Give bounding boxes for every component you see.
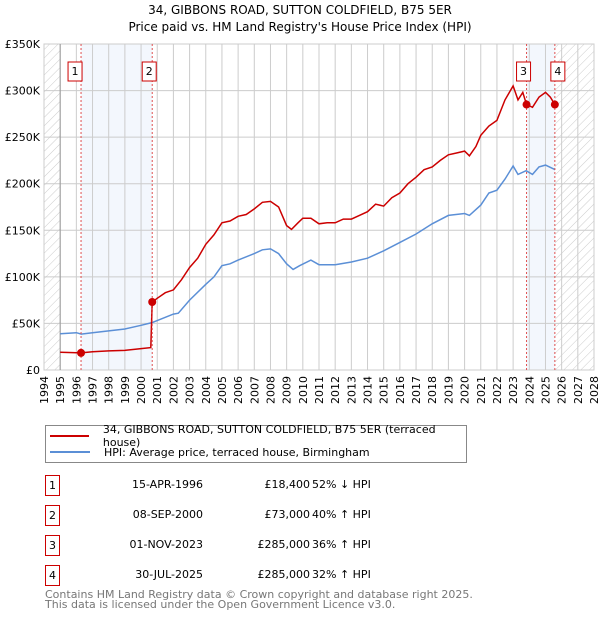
hatch-before-data	[44, 44, 61, 370]
x-tick-label: 2001	[151, 376, 164, 404]
sale-label: 1	[72, 65, 79, 78]
sale-point	[522, 100, 531, 109]
legend-item-property: 34, GIBBONS ROAD, SUTTON COLDFIELD, B75 …	[46, 423, 466, 449]
transaction-hpi-diff: 32% ↑ HPI	[312, 568, 371, 581]
transaction-price: £285,000	[257, 568, 311, 581]
x-tick-label: 1994	[38, 376, 51, 404]
x-tick-label: 1997	[87, 376, 100, 404]
transaction-row: 3 01-NOV-2023 £285,000 36% ↑ HPI	[45, 535, 445, 556]
transaction-row: 4 30-JUL-2025 £285,000 32% ↑ HPI	[45, 565, 445, 586]
transaction-price: £285,000	[257, 538, 311, 551]
x-tick-label: 2012	[329, 376, 342, 404]
y-tick-label: £0	[26, 364, 40, 377]
footer-copyright: Contains HM Land Registry data © Crown c…	[45, 588, 473, 601]
chart-subtitle: Price paid vs. HM Land Registry's House …	[128, 20, 471, 34]
y-tick-label: £50K	[12, 317, 41, 330]
footer-licence: This data is licensed under the Open Gov…	[45, 598, 396, 611]
x-tick-label: 2017	[410, 376, 423, 404]
y-tick-label: £250K	[5, 131, 41, 144]
x-tick-label: 2019	[442, 376, 455, 404]
sale-label-box	[141, 61, 157, 82]
transaction-number: 1	[45, 475, 60, 496]
y-tick-label: £350K	[5, 38, 41, 51]
transaction-price: £73,000	[264, 508, 311, 521]
chart-title: 34, GIBBONS ROAD, SUTTON COLDFIELD, B75 …	[148, 3, 452, 17]
x-tick-label: 2002	[167, 376, 180, 404]
transaction-number: 2	[45, 505, 60, 526]
transaction-date: 01-NOV-2023	[129, 538, 203, 551]
transaction-row: 1 15-APR-1996 £18,400 52% ↓ HPI	[45, 475, 445, 496]
x-tick-label: 2013	[345, 376, 358, 404]
transaction-date: 08-SEP-2000	[132, 508, 203, 521]
x-tick-label: 2003	[184, 376, 197, 404]
x-tick-label: 2006	[232, 376, 245, 404]
sale-label: 3	[520, 65, 527, 78]
x-tick-label: 1999	[119, 376, 132, 404]
transaction-number: 4	[45, 565, 60, 586]
y-tick-label: £150K	[5, 224, 41, 237]
x-tick-label: 2020	[459, 376, 472, 404]
x-tick-label: 2024	[523, 376, 536, 404]
x-tick-label: 2000	[135, 376, 148, 404]
x-tick-label: 2008	[264, 376, 277, 404]
x-tick-label: 2028	[588, 376, 600, 404]
sale-label: 4	[554, 65, 561, 78]
transaction-price: £18,400	[264, 478, 311, 491]
x-tick-label: 1998	[103, 376, 116, 404]
hatch-after-data	[554, 44, 594, 370]
legend-item-hpi: HPI: Average price, terraced house, Birm…	[46, 444, 370, 460]
transaction-date: 30-JUL-2025	[135, 568, 203, 581]
x-tick-label: 2016	[394, 376, 407, 404]
x-tick-label: 2009	[281, 376, 294, 404]
x-tick-label: 2021	[475, 376, 488, 404]
property-price-line	[60, 84, 556, 354]
plot-border	[43, 43, 595, 371]
transaction-number: 3	[45, 535, 60, 556]
footer: Contains HM Land Registry data © Crown c…	[45, 588, 473, 611]
x-tick-label: 2014	[362, 376, 375, 404]
x-tick-label: 2011	[313, 376, 326, 404]
legend-swatch-blue	[50, 451, 90, 453]
y-tick-label: £100K	[5, 271, 41, 284]
transaction-hpi-diff: 36% ↑ HPI	[312, 538, 371, 551]
x-tick-label: 2025	[539, 376, 552, 404]
sale-label-box	[516, 61, 532, 82]
x-tick-label: 1995	[54, 376, 67, 404]
x-tick-label: 2007	[248, 376, 261, 404]
transaction-row: 2 08-SEP-2000 £73,000 40% ↑ HPI	[45, 505, 445, 526]
x-tick-label: 2015	[378, 376, 391, 404]
x-tick-label: 2022	[491, 376, 504, 404]
sale-point	[550, 100, 559, 109]
chart-legend: 34, GIBBONS ROAD, SUTTON COLDFIELD, B75 …	[45, 423, 467, 463]
x-tick-label: 1996	[70, 376, 83, 404]
hpi-line	[60, 164, 556, 335]
y-tick-label: £200K	[5, 178, 41, 191]
transaction-hpi-diff: 40% ↑ HPI	[312, 508, 371, 521]
x-tick-label: 2018	[426, 376, 439, 404]
price-chart: 34, GIBBONS ROAD, SUTTON COLDFIELD, B75 …	[5, 3, 600, 404]
x-tick-label: 2010	[297, 376, 310, 404]
transaction-date: 15-APR-1996	[131, 478, 203, 491]
x-tick-label: 2027	[572, 376, 585, 404]
x-tick-label: 2004	[200, 376, 213, 404]
legend-swatch-red	[50, 435, 89, 437]
x-tick-label: 2026	[556, 376, 569, 404]
sale-label-box	[550, 61, 566, 82]
legend-label: HPI: Average price, terraced house, Birm…	[104, 445, 370, 459]
transaction-hpi-diff: 52% ↓ HPI	[312, 478, 371, 491]
sale-label: 2	[146, 65, 153, 78]
sale-label-box	[67, 61, 83, 82]
x-tick-label: 2005	[216, 376, 229, 404]
y-tick-label: £300K	[5, 85, 41, 98]
shade-period-3-4	[526, 44, 555, 370]
x-tick-label: 2023	[507, 376, 520, 404]
sale-point	[148, 298, 157, 307]
sale-point	[77, 348, 86, 357]
legend-label: 34, GIBBONS ROAD, SUTTON COLDFIELD, B75 …	[102, 423, 436, 449]
